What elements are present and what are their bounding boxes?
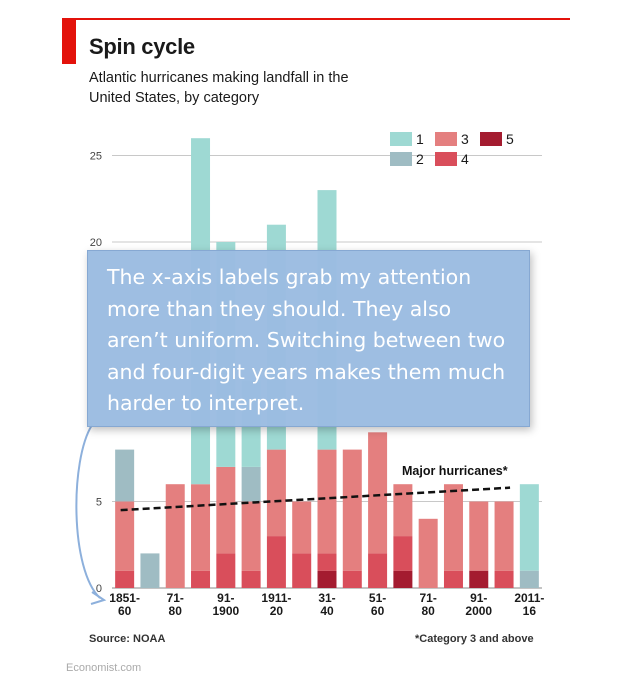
bar-segment-cat3 <box>443 484 463 571</box>
bar-segment-cat2 <box>519 570 539 588</box>
y-tick-label: 0 <box>96 583 102 595</box>
bar-segment-cat2 <box>241 466 261 502</box>
legend-swatch-cat2 <box>390 152 412 166</box>
bar-segment-cat3 <box>292 501 312 554</box>
bar-segment-cat3 <box>266 449 286 537</box>
brand-red-tag <box>62 18 76 64</box>
x-tick-label: 20 <box>270 604 284 618</box>
x-tick-label: 16 <box>523 604 537 618</box>
bar-segment-cat4 <box>342 570 362 588</box>
legend-label-cat1: 1 <box>416 131 424 147</box>
chart-subtitle: Atlantic hurricanes making landfall in t… <box>89 70 349 106</box>
legend-label-cat3: 3 <box>461 131 469 147</box>
bar-segment-cat4 <box>393 536 413 571</box>
y-tick-label: 25 <box>90 151 102 163</box>
bar-segment-cat4 <box>216 553 236 588</box>
bar-segment-cat1 <box>519 484 539 571</box>
bar-segment-cat3 <box>342 449 362 571</box>
bar-segment-cat3 <box>393 484 413 537</box>
x-tick-label: 91- <box>470 591 487 605</box>
trend-line <box>120 486 511 512</box>
bar-segment-cat3 <box>494 501 514 571</box>
legend-swatch-cat3 <box>435 132 457 146</box>
bar-segment-cat3 <box>368 432 388 554</box>
bar-segment-cat5 <box>469 570 489 588</box>
bar-segment-cat5 <box>317 570 337 588</box>
bar-segment-cat5 <box>393 570 413 588</box>
chart-title: Spin cycle <box>89 34 195 59</box>
bar-segment-cat3 <box>241 501 261 571</box>
bar-segment-cat2 <box>115 449 135 502</box>
x-tick-label: 80 <box>169 604 183 618</box>
x-tick-label: 40 <box>320 604 334 618</box>
x-tick-label: 51- <box>369 591 386 605</box>
legend-swatch-cat4 <box>435 152 457 166</box>
bar-segment-cat3 <box>418 518 438 588</box>
bar-segment-cat3 <box>165 484 185 588</box>
source-note: Source: NOAA <box>89 633 166 645</box>
x-tick-label: 91- <box>217 591 234 605</box>
x-tick-label: 1911- <box>261 591 291 605</box>
x-tick-label: 2011- <box>514 591 544 605</box>
bar-segment-cat4 <box>241 570 261 588</box>
bar-segment-cat3 <box>115 501 135 571</box>
bar-segment-cat4 <box>368 553 388 588</box>
bar-segment-cat3 <box>469 501 489 571</box>
legend: 1 3 5 2 4 <box>390 131 514 167</box>
top-rule <box>62 18 570 20</box>
x-tick-label: 80 <box>421 604 435 618</box>
brand-link[interactable]: Economist.com <box>66 662 142 674</box>
legend-label-cat5: 5 <box>506 131 514 147</box>
y-tick-label: 5 <box>96 497 102 509</box>
callout-arrow-head <box>90 591 107 605</box>
bar-segment-cat2 <box>140 553 160 588</box>
legend-swatch-cat5 <box>480 132 502 146</box>
x-tick-label: 71- <box>167 591 184 605</box>
bar-segment-cat4 <box>494 570 514 588</box>
legend-swatch-cat1 <box>390 132 412 146</box>
bar-segment-cat3 <box>216 466 236 554</box>
x-tick-labels: 1851-6071-8091-19001911-2031-4051-6071-8… <box>109 591 544 618</box>
x-tick-label: 1851- <box>109 591 140 605</box>
trend-line-group: Major hurricanes* <box>120 464 511 512</box>
x-tick-label: 31- <box>318 591 335 605</box>
x-tick-label: 60 <box>371 604 385 618</box>
annotation-callout: The x-axis labels grab my attention more… <box>87 250 530 427</box>
bar-segment-cat3 <box>317 449 337 554</box>
bar-segment-cat4 <box>443 570 463 588</box>
bar-segment-cat4 <box>266 536 286 588</box>
bar-segment-cat4 <box>292 553 312 588</box>
bar-segment-cat4 <box>191 570 211 588</box>
bar-segment-cat3 <box>191 484 211 571</box>
trend-label: Major hurricanes* <box>402 464 508 478</box>
x-tick-label: 2000 <box>465 604 492 618</box>
legend-label-cat2: 2 <box>416 151 424 167</box>
legend-label-cat4: 4 <box>461 151 469 167</box>
callout-arrow <box>75 424 101 599</box>
x-tick-label: 71- <box>420 591 437 605</box>
y-tick-label: 20 <box>90 237 102 249</box>
bar-segment-cat4 <box>115 570 135 588</box>
bar-segment-cat4 <box>317 553 337 571</box>
x-tick-label: 1900 <box>212 604 239 618</box>
footnote: *Category 3 and above <box>415 633 534 645</box>
y-tick-labels: 0 5 20 25 <box>90 151 102 596</box>
x-tick-label: 60 <box>118 604 132 618</box>
